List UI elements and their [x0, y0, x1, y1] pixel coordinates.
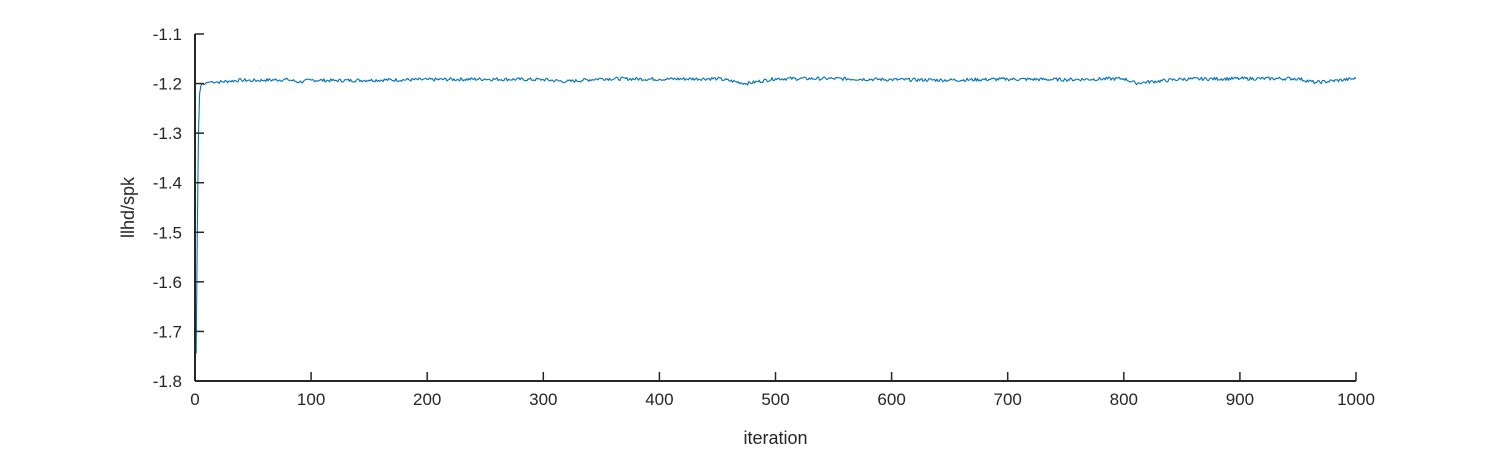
- plot-area: [195, 76, 1357, 354]
- y-tick-label: -1.3: [153, 124, 182, 143]
- x-tick-label: 300: [529, 390, 557, 409]
- x-tick-label: 900: [1226, 390, 1254, 409]
- y-axis-title: llhd/spk: [118, 176, 138, 238]
- y-tick-label: -1.7: [153, 322, 182, 341]
- y-tick-label: -1.6: [153, 273, 182, 292]
- y-tick-label: -1.1: [153, 25, 182, 44]
- x-tick-label: 400: [645, 390, 673, 409]
- y-tick-label: -1.5: [153, 223, 182, 242]
- x-tick-label: 700: [994, 390, 1022, 409]
- x-axis-title: iteration: [743, 428, 807, 448]
- x-tick-label: 800: [1110, 390, 1138, 409]
- x-tick-label: 600: [877, 390, 905, 409]
- x-tick-label: 0: [190, 390, 199, 409]
- x-tick-label: 200: [413, 390, 441, 409]
- x-tick-label: 500: [761, 390, 789, 409]
- series-line: [195, 76, 1357, 354]
- x-tick-label: 1000: [1337, 390, 1375, 409]
- x-tick-label: 100: [297, 390, 325, 409]
- y-tick-label: -1.4: [153, 174, 182, 193]
- axes: 0 100 200 300 400 500 600 700 800 900 1000 -1.8 -1.7…: [153, 25, 1375, 409]
- y-tick-label: -1.8: [153, 372, 182, 391]
- y-tick-label: -1.2: [153, 75, 182, 94]
